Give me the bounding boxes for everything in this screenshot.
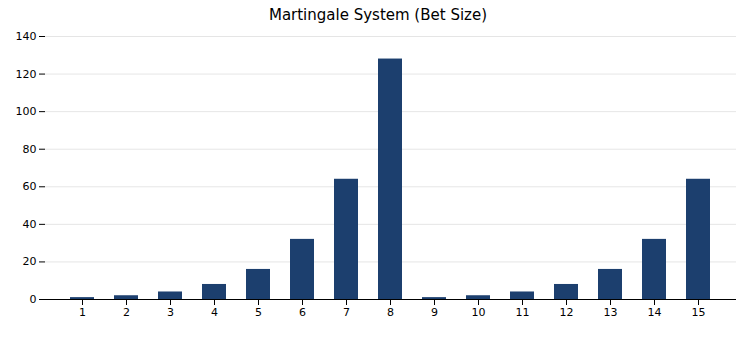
svg-text:0: 0	[30, 293, 37, 306]
svg-text:15: 15	[692, 306, 706, 319]
svg-text:11: 11	[516, 306, 530, 319]
html-text:Martingale System (Bet Size): Martingale System (Bet Size)	[268, 6, 487, 24]
svg-text:8: 8	[387, 306, 394, 319]
svg-text:12: 12	[560, 306, 574, 319]
svg-text:2: 2	[123, 306, 130, 319]
svg-text:1: 1	[79, 306, 86, 319]
svg-text:9: 9	[431, 306, 438, 319]
svg-text:100: 100	[16, 105, 37, 118]
svg-text:6: 6	[299, 306, 306, 319]
svg-text:7: 7	[343, 306, 350, 319]
svg-text:4: 4	[211, 306, 218, 319]
svg-text:20: 20	[23, 255, 37, 268]
svg-text:120: 120	[16, 68, 37, 81]
svg-text:5: 5	[255, 306, 262, 319]
svg-text:60: 60	[23, 180, 37, 193]
svg-text:140: 140	[16, 30, 37, 43]
svg-text:3: 3	[167, 306, 174, 319]
svg-text:80: 80	[23, 143, 37, 156]
svg-text:10: 10	[472, 306, 486, 319]
svg-text:40: 40	[23, 218, 37, 231]
svg-text:14: 14	[648, 306, 662, 319]
svg-text:13: 13	[604, 306, 618, 319]
